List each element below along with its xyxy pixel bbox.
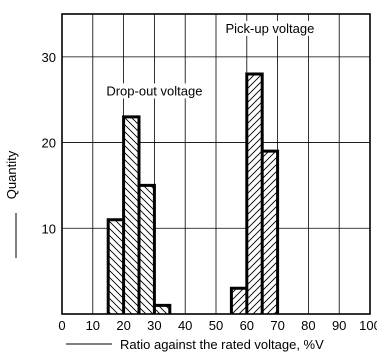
y-tick-label: 20 [42, 136, 56, 151]
tick-labels: 0 10 20 30 40 50 60 70 80 90 100 10 20 30 [42, 50, 377, 333]
histogram-bar [139, 185, 155, 314]
histogram-bar [108, 219, 124, 314]
y-axis-title: Quantity [4, 150, 19, 258]
histogram-bar [231, 288, 247, 314]
x-tick-label: 0 [58, 318, 65, 333]
annotation-background [223, 20, 317, 36]
x-axis-title: Ratio against the rated voltage, %V [66, 337, 324, 352]
x-tick-label: 80 [301, 318, 315, 333]
histogram-bar [123, 116, 139, 314]
x-tick-label: 100 [359, 318, 377, 333]
histogram-bar [246, 74, 263, 314]
x-tick-label: 60 [240, 318, 254, 333]
annotation-label: Pick-up voltage [225, 21, 314, 36]
y-tick-label: 30 [42, 50, 56, 65]
x-tick-label: 30 [147, 318, 161, 333]
annotations: Drop-out voltage Pick-up voltage [104, 20, 317, 99]
x-tick-label: 20 [116, 318, 130, 333]
x-tick-label: 50 [209, 318, 223, 333]
histogram-outline [106, 115, 172, 314]
histogram-bar [262, 151, 278, 314]
histogram-outline [229, 72, 280, 314]
x-axis-label: Ratio against the rated voltage, %V [120, 337, 324, 352]
y-axis-label: Quantity [4, 150, 19, 199]
x-tick-label: 40 [178, 318, 192, 333]
annotation-label: Drop-out voltage [106, 83, 202, 98]
x-tick-label: 70 [270, 318, 284, 333]
x-tick-label: 10 [86, 318, 100, 333]
annotation-background [104, 83, 205, 99]
histogram-bar [154, 305, 170, 314]
histogram-bars [106, 72, 280, 314]
plot-frame [61, 13, 371, 315]
y-tick-label: 10 [42, 221, 56, 236]
x-tick-label: 90 [332, 318, 346, 333]
